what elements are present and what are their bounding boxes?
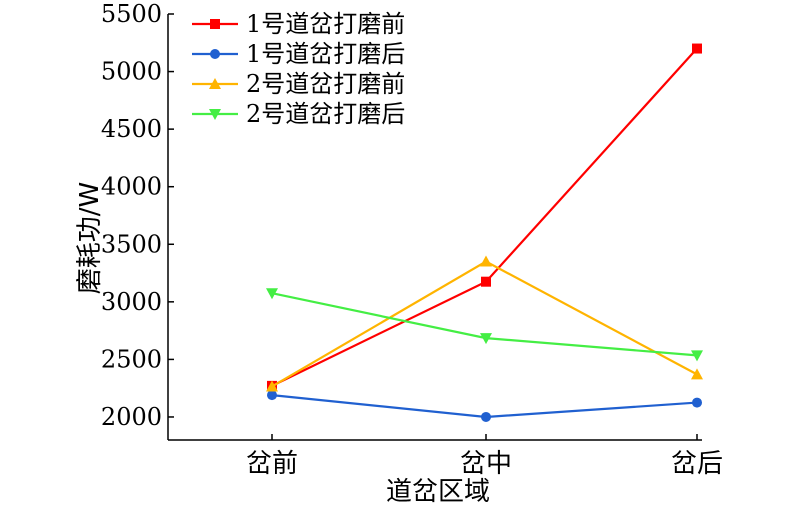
y-tick-label: 3500 [101,230,162,258]
legend-item: 2号道岔打磨后 [192,100,405,128]
data-point [481,411,491,422]
y-axis-ticks: 2000 2500 3000 3500 4000 4500 5000 5500 [101,0,174,431]
y-tick-label: 3000 [101,288,162,316]
legend-label: 1号道岔打磨前 [246,10,405,38]
y-axis-label: 磨耗功/W [75,182,105,294]
data-point [266,288,278,300]
legend-label: 1号道岔打磨后 [246,40,405,68]
x-axis-label: 道岔区域 [386,477,490,507]
x-tick-label: 岔后 [671,449,723,479]
x-tick-label: 岔前 [246,449,298,479]
legend-item: 2号道岔打磨前 [192,70,405,98]
y-tick-label: 5500 [101,0,162,28]
x-axis-ticks: 岔前 岔中 岔后 [246,434,723,479]
legend-swatch-marker [209,78,221,89]
series-4 [266,288,703,362]
x-tick-label: 岔中 [460,449,512,479]
y-tick-label: 2000 [101,403,162,431]
series-3 [266,255,703,392]
data-point [480,255,492,267]
data-point [692,43,702,54]
legend-item: 1号道岔打磨前 [192,10,405,38]
series-line [271,292,698,357]
series-layer [266,43,703,422]
data-point [481,276,491,287]
legend-swatch-marker [209,109,221,120]
series-2 [267,390,702,422]
data-point [692,397,702,408]
legend-swatch-marker [210,49,220,59]
legend-label: 2号道岔打磨后 [246,100,405,128]
data-point [691,368,703,380]
legend-item: 1号道岔打磨后 [192,40,405,68]
legend-swatch-marker [210,19,220,29]
axes [167,14,702,441]
data-point [267,390,277,401]
y-tick-label: 4000 [101,173,162,201]
data-point [480,333,492,345]
data-point [266,380,278,392]
legend-label: 2号道岔打磨前 [246,70,405,98]
y-tick-label: 4500 [101,115,162,143]
y-tick-label: 5000 [101,58,162,86]
y-tick-label: 2500 [101,345,162,373]
data-point [691,350,703,362]
